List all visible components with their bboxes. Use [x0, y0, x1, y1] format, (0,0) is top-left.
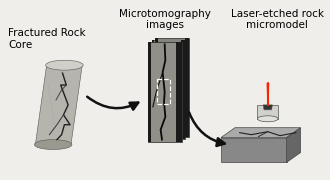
Polygon shape — [221, 128, 301, 138]
Polygon shape — [148, 42, 151, 142]
Polygon shape — [177, 42, 182, 142]
Polygon shape — [148, 42, 182, 142]
Polygon shape — [263, 105, 273, 110]
Text: Microtomography
images: Microtomography images — [119, 9, 211, 30]
Polygon shape — [185, 38, 189, 137]
Polygon shape — [155, 38, 189, 137]
Polygon shape — [155, 38, 158, 137]
Polygon shape — [266, 83, 270, 105]
Polygon shape — [286, 128, 301, 162]
Polygon shape — [181, 40, 185, 139]
Ellipse shape — [257, 116, 278, 122]
Polygon shape — [221, 138, 286, 162]
Ellipse shape — [34, 140, 72, 150]
Ellipse shape — [46, 60, 83, 70]
Text: Laser-etched rock
micromodel: Laser-etched rock micromodel — [231, 9, 324, 30]
Polygon shape — [151, 40, 154, 139]
FancyArrowPatch shape — [87, 97, 138, 110]
Polygon shape — [151, 40, 185, 139]
Polygon shape — [257, 105, 278, 119]
FancyArrowPatch shape — [189, 112, 225, 146]
Text: Fractured Rock
Core: Fractured Rock Core — [8, 28, 86, 50]
Polygon shape — [35, 65, 82, 145]
